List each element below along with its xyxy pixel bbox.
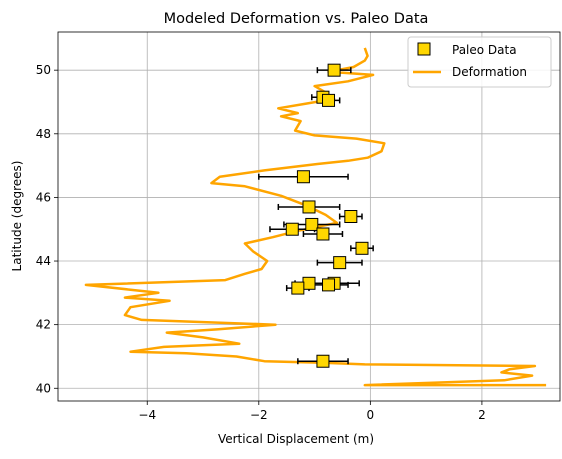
paleo-data-point — [327, 63, 341, 77]
legend: Paleo Data Deformation — [407, 36, 552, 88]
paleo-data-point — [316, 227, 330, 241]
deformation-line — [84, 47, 547, 387]
paleo-data-point — [305, 217, 319, 231]
x-axis-label: Vertical Displacement (m) — [218, 432, 374, 446]
paleo-data-point — [333, 256, 347, 270]
paleo-data-point — [296, 170, 310, 184]
axes — [57, 31, 561, 402]
x-tick-label: 0 — [367, 408, 375, 422]
paleo-data-point — [344, 210, 358, 223]
paleo-data-point — [302, 200, 316, 214]
paleo-data-point — [355, 241, 369, 255]
paleo-data-point — [322, 93, 336, 107]
x-tick-label: −4 — [138, 408, 156, 422]
legend-marker-paleo — [417, 42, 431, 56]
y-tick-label: 48 — [36, 127, 51, 141]
chart-title: Modeled Deformation vs. Paleo Data — [164, 11, 429, 27]
legend-frame — [407, 36, 552, 88]
deformation-series — [84, 47, 547, 387]
paleo-data-point — [291, 281, 305, 295]
y-axis-label: Latitude (degrees) — [10, 161, 24, 272]
y-tick-label: 40 — [36, 381, 51, 395]
paleo-data-point — [316, 354, 330, 368]
legend-label-deformation: Deformation — [452, 65, 527, 79]
y-tick-label: 44 — [36, 254, 51, 268]
plot-frame — [57, 31, 561, 402]
paleo-data-point — [302, 276, 316, 290]
legend-label-paleo: Paleo Data — [452, 43, 517, 57]
paleo-data-series — [285, 63, 369, 368]
paleo-data-point — [322, 278, 336, 292]
ticks: −4 −2 0 2 40 42 44 46 48 50 — [36, 63, 486, 422]
y-tick-label: 46 — [36, 190, 51, 204]
x-tick-label: −2 — [250, 408, 268, 422]
x-tick-label: 2 — [478, 408, 486, 422]
y-tick-label: 42 — [36, 318, 51, 332]
paleo-data-point — [285, 222, 299, 236]
y-tick-label: 50 — [36, 63, 51, 77]
